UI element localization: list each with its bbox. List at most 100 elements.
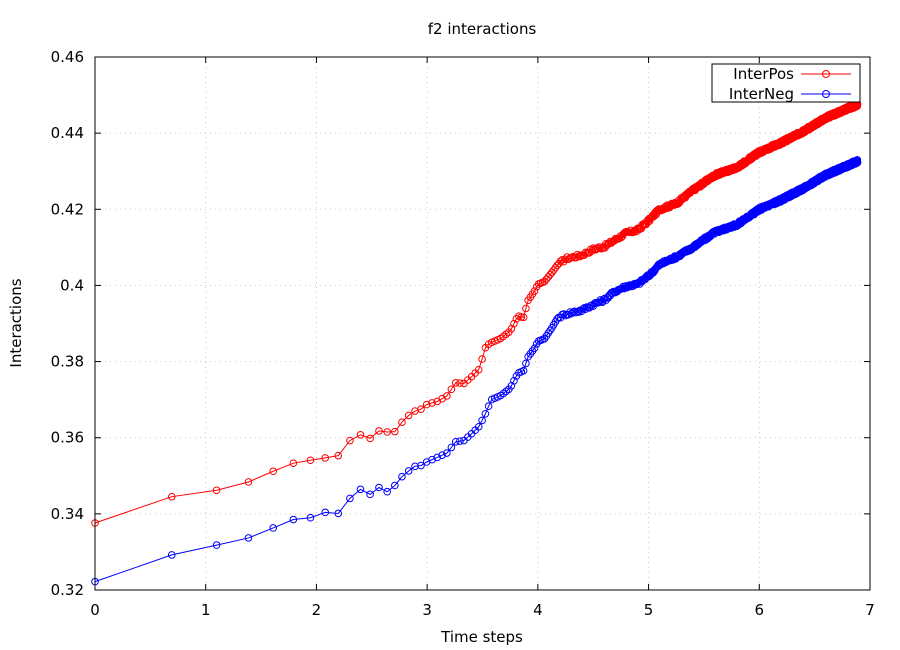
data-point-interpos: [366, 434, 374, 443]
data-point-interpos: [404, 411, 413, 420]
data-point-interneg: [572, 308, 580, 317]
data-point-interneg: [428, 455, 436, 464]
data-point-interneg: [212, 541, 221, 549]
data-point-interpos: [512, 314, 521, 323]
data-point-interpos: [391, 427, 399, 436]
data-point-interneg: [522, 359, 530, 368]
data-point-interpos: [346, 436, 354, 445]
y-tick-label: 0.44: [51, 124, 84, 142]
data-point-interneg: [853, 158, 862, 167]
data-point-interpos: [269, 467, 277, 476]
data-point-interneg: [530, 344, 539, 352]
data-point-interpos: [321, 454, 330, 462]
data-point-interneg: [474, 422, 483, 431]
x-axis-title: Time steps: [440, 628, 523, 646]
data-point-interpos: [474, 365, 483, 374]
data-point-interpos: [548, 268, 556, 277]
data-point-interpos: [478, 355, 486, 363]
data-point-interpos: [456, 379, 464, 387]
data-point-interneg: [566, 308, 574, 316]
data-point-interpos: [383, 428, 391, 436]
data-point-interpos: [398, 418, 406, 426]
data-point-interneg: [478, 416, 486, 425]
data-point-interneg: [346, 494, 354, 503]
x-tick-label: 7: [865, 601, 875, 619]
data-point-interneg: [596, 296, 605, 304]
data-point-interpos: [530, 287, 539, 295]
legend: InterPos InterNeg: [711, 63, 861, 103]
data-point-interneg: [443, 449, 451, 457]
legend-label-interneg: InterNeg: [729, 85, 794, 103]
data-point-interneg: [244, 534, 253, 542]
data-point-interpos: [306, 456, 315, 465]
data-point-interneg: [433, 453, 442, 462]
x-tick-label: 5: [644, 601, 654, 619]
x-tick-label: 2: [312, 601, 322, 619]
data-point-interpos: [519, 313, 528, 322]
data-point-interpos: [428, 399, 436, 407]
data-point-interpos: [334, 451, 343, 460]
data-point-interpos: [443, 392, 451, 400]
plot-frame: [94, 56, 871, 591]
data-point-interneg: [456, 437, 464, 445]
data-point-interneg: [484, 402, 493, 411]
legend-marker-interpos: [822, 70, 830, 78]
data-point-interpos: [631, 226, 640, 234]
y-axis-title: Interactions: [7, 278, 25, 367]
data-point-interneg: [447, 443, 456, 452]
data-point-interpos: [244, 478, 253, 486]
data-point-interneg: [391, 481, 399, 490]
data-point-interneg: [375, 483, 383, 492]
y-tick-label: 0.32: [51, 581, 84, 599]
data-point-interpos: [422, 400, 431, 409]
data-point-interneg: [356, 485, 365, 494]
data-point-interpos: [540, 277, 549, 286]
data-point-interneg: [306, 513, 315, 522]
data-point-interpos: [522, 304, 530, 313]
legend-marker-interneg: [822, 90, 830, 98]
y-tick-label: 0.42: [51, 200, 84, 218]
data-point-interpos: [212, 486, 221, 495]
data-point-interpos: [289, 459, 298, 467]
data-point-interpos: [356, 431, 365, 439]
data-point-interneg: [366, 490, 374, 499]
data-point-interpos: [517, 313, 526, 321]
y-tick-label: 0.46: [51, 48, 84, 66]
y-tick-label: 0.36: [51, 429, 84, 447]
data-point-interneg: [383, 487, 391, 496]
y-tick-label: 0.4: [60, 276, 84, 294]
data-point-interpos: [451, 379, 460, 387]
series-layer: [91, 99, 862, 586]
data-point-interneg: [411, 462, 419, 471]
series-interpos: [91, 99, 862, 527]
y-tick-label: 0.38: [51, 353, 84, 371]
legend-box: [711, 63, 861, 103]
data-point-interpos: [375, 427, 383, 435]
data-point-interneg: [289, 515, 298, 524]
x-tick-label: 1: [201, 601, 211, 619]
data-point-interneg: [321, 508, 330, 517]
data-point-interneg: [451, 437, 460, 446]
data-point-interneg: [417, 461, 425, 470]
data-point-interpos: [417, 405, 425, 413]
data-point-interneg: [438, 451, 446, 460]
x-tick-label: 6: [755, 601, 765, 619]
tick-labels: 0 1 2 3 4 5 6 7 0.32 0.34 0.36 0.38 0.4 0.42 0.44 0.46: [51, 48, 875, 619]
data-point-interneg: [481, 409, 490, 418]
data-point-interneg: [553, 315, 561, 323]
data-point-interneg: [269, 524, 277, 532]
data-point-interpos: [167, 492, 176, 501]
data-point-interpos: [542, 275, 551, 284]
data-point-interpos: [556, 257, 565, 265]
data-point-interpos: [447, 385, 456, 394]
data-point-interneg: [334, 509, 343, 518]
data-point-interpos: [585, 249, 594, 257]
data-point-interneg: [519, 366, 528, 375]
legend-label-interpos: InterPos: [733, 65, 794, 83]
data-point-interpos: [544, 273, 553, 281]
x-tick-label: 3: [422, 601, 432, 619]
data-point-interneg: [404, 467, 413, 475]
axis-ticks: [94, 56, 871, 591]
